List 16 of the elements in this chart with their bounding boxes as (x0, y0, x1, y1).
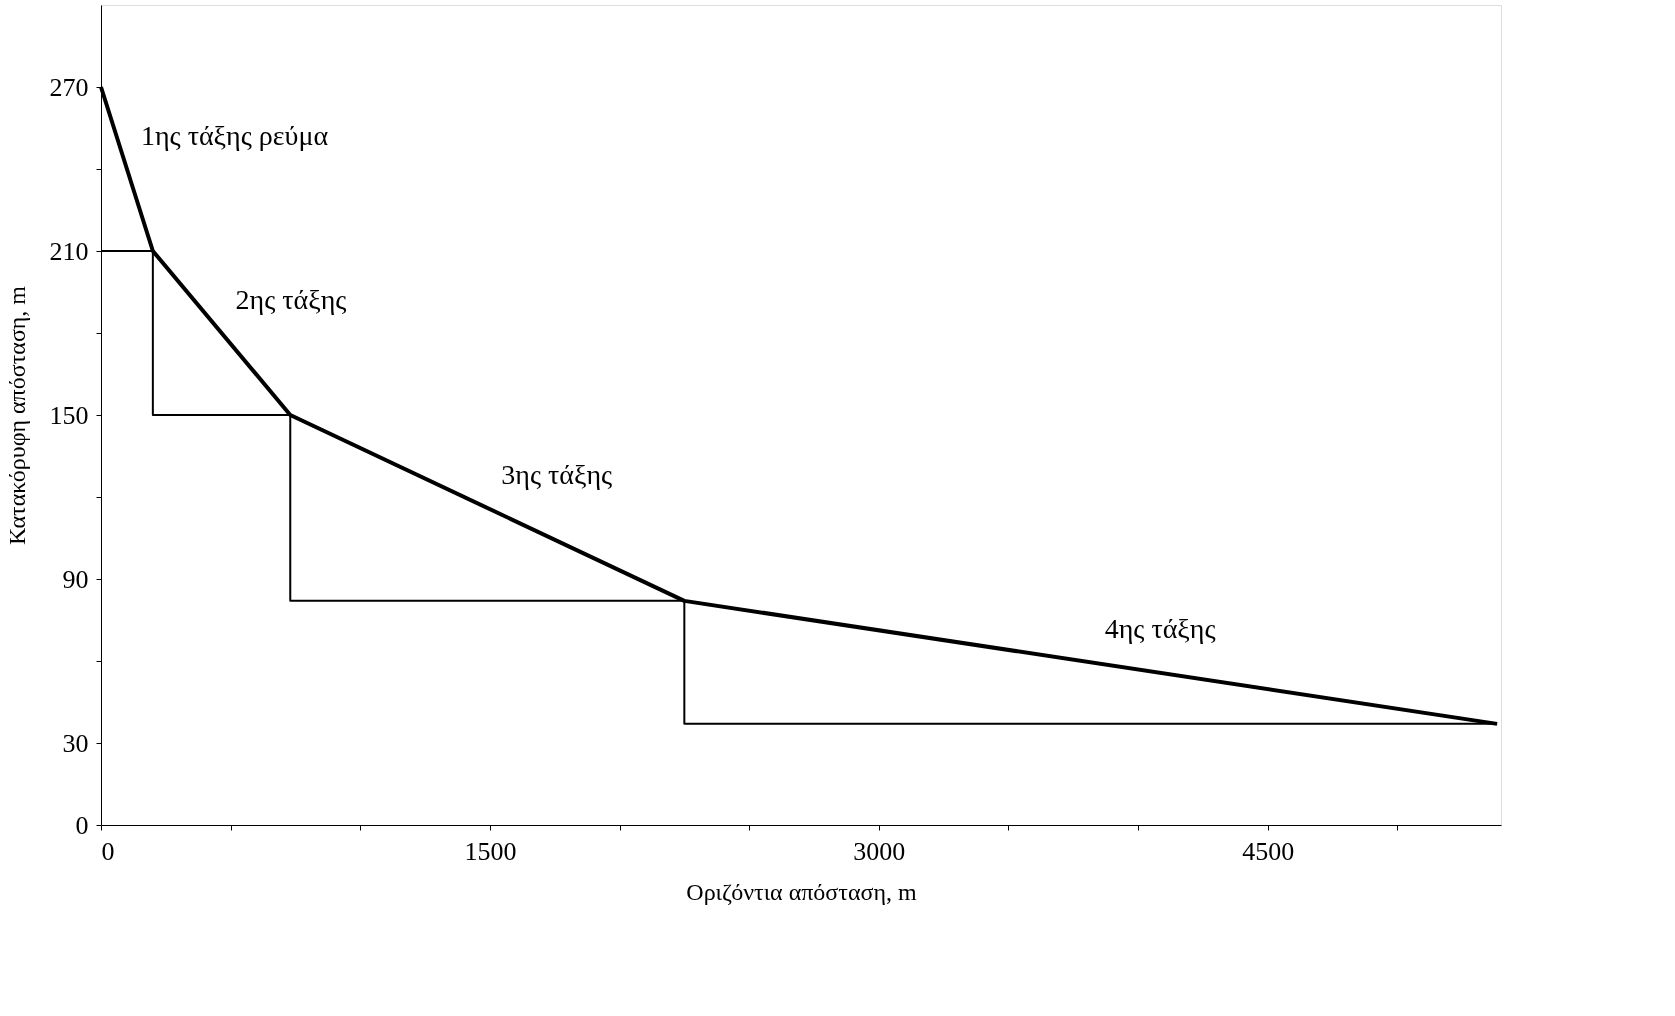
annotation: 3ης τάξης (501, 458, 613, 490)
x-tick-label: 1500 (464, 836, 517, 866)
y-tick-label: 270 (49, 72, 89, 102)
y-tick-label: 90 (62, 564, 89, 594)
x-axis-title: Οριζόντια απόσταση, m (686, 878, 918, 905)
y-tick-label: 0 (75, 810, 89, 840)
y-tick-label: 30 (62, 728, 89, 758)
y-tick-label: 210 (49, 236, 89, 266)
annotation: 4ης τάξης (1104, 613, 1216, 645)
x-tick-label: 3000 (853, 836, 906, 866)
y-tick-label: 150 (49, 400, 89, 430)
x-tick-label: 0 (101, 836, 115, 866)
x-tick-label: 4500 (1242, 836, 1295, 866)
annotation: 2ης τάξης (235, 284, 347, 315)
annotation: 1ης τάξης ρεύμα (140, 120, 329, 151)
y-axis-title: Κατακόρυφη απόσταση, m (3, 285, 30, 546)
